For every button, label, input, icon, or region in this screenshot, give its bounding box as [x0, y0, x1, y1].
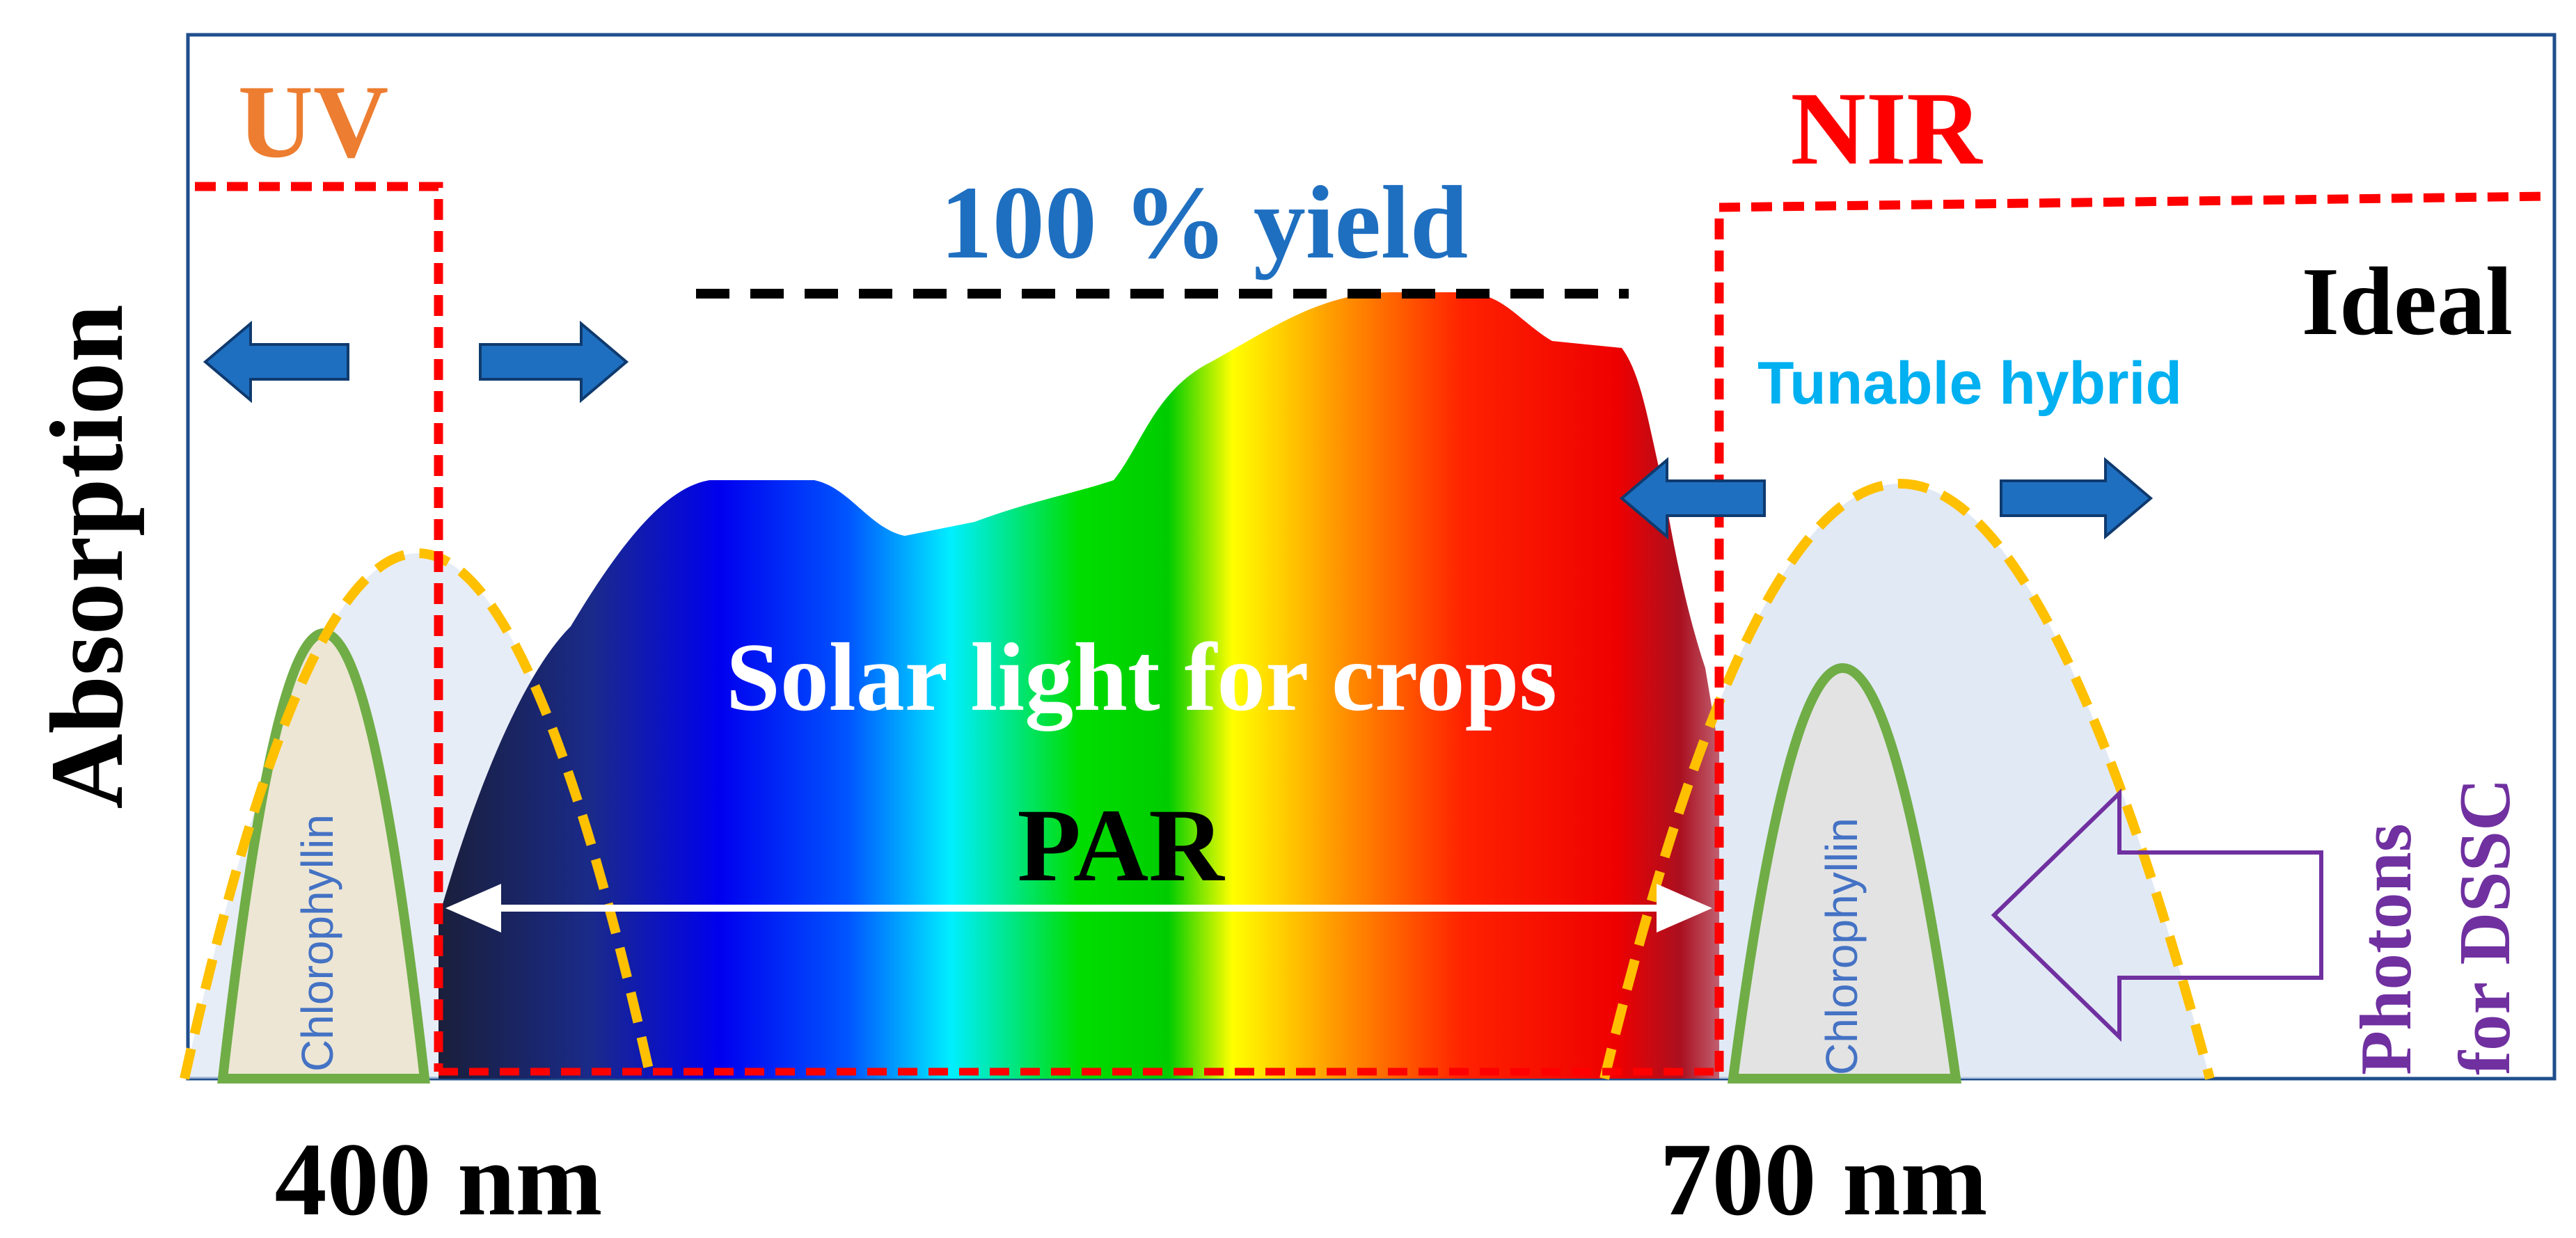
par-label: PAR: [1017, 788, 1225, 903]
tick-label-700nm: 700 nm: [1660, 1122, 1988, 1237]
tunable-hybrid-label: Tunable hybrid: [1757, 350, 2182, 417]
uv-tunable-envelope: [180, 548, 656, 1080]
arrow-left-icon: [1619, 457, 1766, 540]
photons-label-line1: Photons: [2345, 823, 2426, 1075]
uv-label: UV: [238, 64, 389, 180]
chlorophyllin-peak-right: [1728, 663, 1962, 1084]
par-arrow: [445, 884, 1712, 933]
ideal-label: Ideal: [2302, 248, 2513, 356]
chlorophyllin-label-right: Chlorophyllin: [1817, 818, 1867, 1075]
arrow-right-icon: [479, 320, 629, 404]
solar-spectrum: [438, 292, 1719, 1079]
tick-label-400nm: 400 nm: [275, 1122, 603, 1237]
arrow-left-icon: [203, 320, 349, 404]
solar-light-label: Solar light for crops: [726, 624, 1557, 731]
chlorophyllin-label-left: Chlorophyllin: [292, 814, 342, 1072]
nir-label: NIR: [1790, 71, 1983, 187]
nir-tunable-envelope: [1599, 479, 2215, 1080]
yield-label: 100 % yield: [940, 165, 1468, 280]
y-axis-label: Absorption: [29, 304, 145, 809]
hollow-arrow-left-icon: [1991, 788, 2323, 1042]
ideal-profile-nir: [1714, 191, 2548, 1072]
ideal-profile-uv: [195, 182, 443, 1072]
arrow-right-icon: [2000, 457, 2154, 540]
photons-label-line2: for DSSC: [2444, 778, 2525, 1075]
